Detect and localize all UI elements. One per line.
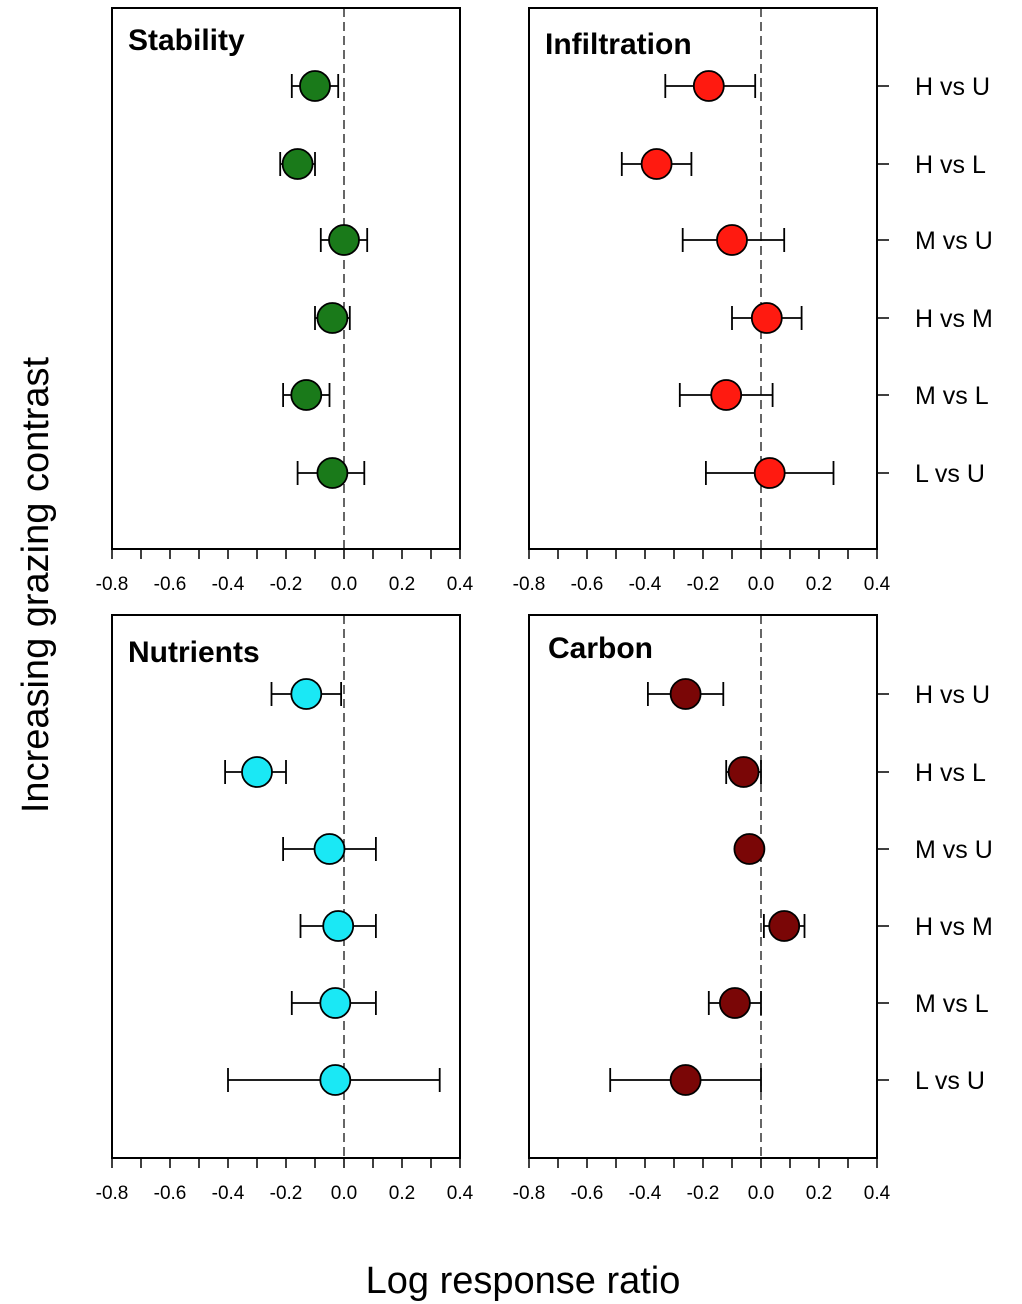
x-tick-label: 0.2 bbox=[806, 1183, 832, 1204]
x-tick-label: 0.2 bbox=[389, 574, 415, 595]
category-label: L vs U bbox=[915, 1067, 985, 1095]
x-tick-label: 0.2 bbox=[806, 574, 832, 595]
panel-stability: -0.8 -0.6 -0.4 -0.2 0.0 0.2 0.4 Stability bbox=[96, 7, 474, 595]
data-point bbox=[733, 833, 766, 865]
data-point bbox=[313, 833, 346, 865]
data-point bbox=[290, 379, 323, 411]
x-tick-label: -0.8 bbox=[96, 1183, 129, 1204]
x-tick-label: 0.4 bbox=[447, 574, 474, 595]
data-point bbox=[319, 987, 352, 1019]
data-point bbox=[319, 1064, 352, 1096]
data-point bbox=[322, 910, 355, 942]
x-tick-label: -0.6 bbox=[154, 1183, 187, 1204]
x-tick-label: 0.4 bbox=[447, 1183, 474, 1204]
category-label: H vs M bbox=[915, 913, 993, 941]
x-tick-label: -0.6 bbox=[571, 1183, 604, 1204]
panel-frame bbox=[528, 614, 878, 1159]
category-label: H vs U bbox=[915, 73, 990, 101]
data-point bbox=[727, 756, 760, 788]
x-tick-label: -0.8 bbox=[96, 574, 129, 595]
data-point bbox=[316, 302, 349, 334]
category-label: M vs U bbox=[915, 836, 993, 864]
x-tick-label: 0.4 bbox=[864, 1183, 891, 1204]
data-point bbox=[710, 379, 743, 411]
x-tick-label: -0.8 bbox=[513, 574, 546, 595]
x-tick-label: -0.2 bbox=[270, 1183, 303, 1204]
x-tick-label: 0.2 bbox=[389, 1183, 415, 1204]
data-point bbox=[669, 1064, 702, 1096]
panel-title: Infiltration bbox=[545, 28, 692, 61]
data-point bbox=[290, 678, 323, 710]
data-point bbox=[719, 987, 751, 1019]
x-tick-label: -0.4 bbox=[629, 574, 662, 595]
data-point bbox=[716, 224, 748, 256]
category-label: L vs U bbox=[915, 460, 985, 488]
x-tick-label: 0.0 bbox=[748, 1183, 774, 1204]
category-label: M vs L bbox=[915, 382, 989, 410]
panel-frame bbox=[111, 7, 461, 550]
x-tick-label: 0.0 bbox=[748, 574, 774, 595]
data-point bbox=[640, 148, 673, 180]
data-point bbox=[669, 678, 702, 710]
panel-nutrients: -0.8 -0.6 -0.4 -0.2 0.0 0.2 0.4 Nutrients bbox=[96, 614, 474, 1204]
category-label: H vs L bbox=[915, 151, 986, 179]
x-tick-label: 0.0 bbox=[331, 1183, 357, 1204]
x-tick-label: -0.2 bbox=[687, 1183, 720, 1204]
data-point bbox=[692, 70, 725, 102]
x-tick-label: -0.8 bbox=[513, 1183, 546, 1204]
category-label: M vs U bbox=[915, 227, 993, 255]
category-label: H vs M bbox=[915, 305, 993, 333]
x-axis-title: Log response ratio bbox=[366, 1260, 681, 1302]
x-tick-label: 0.4 bbox=[864, 574, 891, 595]
data-point bbox=[768, 910, 801, 942]
category-label: M vs L bbox=[915, 990, 989, 1018]
data-point bbox=[299, 70, 331, 102]
x-tick-label: -0.6 bbox=[154, 574, 187, 595]
data-point bbox=[281, 148, 314, 180]
panel-title: Stability bbox=[128, 24, 245, 57]
data-point bbox=[241, 756, 273, 788]
x-tick-label: 0.0 bbox=[331, 574, 357, 595]
x-tick-label: -0.2 bbox=[270, 574, 303, 595]
category-label: H vs L bbox=[915, 759, 986, 787]
x-tick-label: -0.4 bbox=[212, 574, 245, 595]
data-point bbox=[753, 457, 786, 489]
x-tick-label: -0.4 bbox=[212, 1183, 245, 1204]
panel-infiltration: -0.8 -0.6 -0.4 -0.2 0.0 0.2 0.4 H vs U H vs L M v… bbox=[513, 7, 993, 595]
panel-title: Nutrients bbox=[128, 636, 260, 669]
x-tick-label: -0.2 bbox=[687, 574, 720, 595]
category-label: H vs U bbox=[915, 681, 990, 709]
panel-title: Carbon bbox=[548, 632, 653, 665]
data-point bbox=[316, 457, 349, 489]
y-axis-title: Increasing grazing contrast bbox=[15, 356, 57, 813]
data-point bbox=[328, 224, 360, 256]
x-tick-label: -0.4 bbox=[629, 1183, 662, 1204]
data-point bbox=[750, 302, 783, 334]
x-tick-label: -0.6 bbox=[571, 574, 604, 595]
panel-frame bbox=[111, 614, 461, 1159]
panel-carbon: -0.8 -0.6 -0.4 -0.2 0.0 0.2 0.4 H vs U H vs L M v… bbox=[513, 614, 993, 1204]
